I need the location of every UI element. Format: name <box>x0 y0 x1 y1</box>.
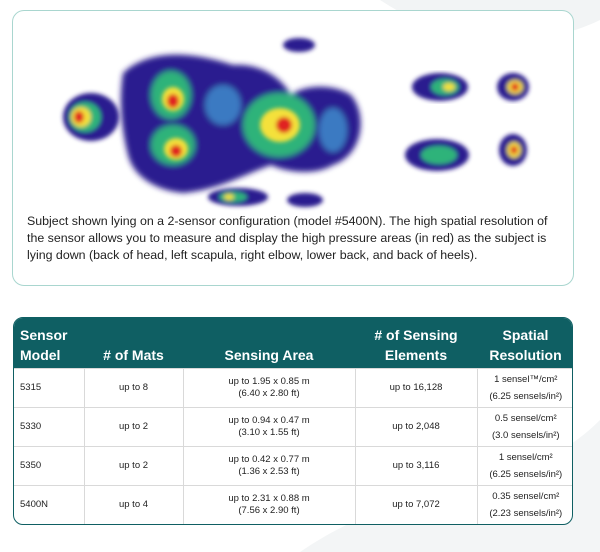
table-header-row: Sensor Model # of Mats Sensing Area # of… <box>14 318 572 368</box>
cell-mats: up to 4 <box>84 484 184 524</box>
cell-model: 5330 <box>14 406 85 446</box>
cell-resolution: 0.5 sensel/cm² (3.0 sensels/in²) <box>477 406 572 446</box>
figure-panel: Subject shown lying on a 2-sensor config… <box>12 10 574 286</box>
table-row: 5315 up to 8 up to 1.95 x 0.85 m (6.40 x … <box>14 367 572 407</box>
header-sensing-area: Sensing Area <box>224 346 314 363</box>
cell-model: 5400N <box>14 484 85 524</box>
sensor-spec-table: Sensor Model # of Mats Sensing Area # of… <box>13 317 573 525</box>
cell-elements: up to 16,128 <box>355 367 478 407</box>
cell-elements: up to 7,072 <box>355 484 478 524</box>
cell-resolution: 1 sensel™/cm² (6.25 sensels/in²) <box>477 367 572 407</box>
cell-mats: up to 8 <box>84 367 184 407</box>
cell-area: up to 0.42 x 0.77 m (1.36 x 2.53 ft) <box>183 445 356 485</box>
cell-mats: up to 2 <box>84 406 184 446</box>
figure-caption: Subject shown lying on a 2-sensor config… <box>27 214 548 262</box>
table-row: 5350 up to 2 up to 0.42 x 0.77 m (1.36 x … <box>14 445 572 485</box>
cell-model: 5350 <box>14 445 85 485</box>
cell-resolution: 0.35 sensel/cm² (2.23 sensels/in²) <box>477 484 572 524</box>
cell-area: up to 0.94 x 0.47 m (3.10 x 1.55 ft) <box>183 406 356 446</box>
pressure-heatmap-image <box>63 38 529 207</box>
cell-area: up to 1.95 x 0.85 m (6.40 x 2.80 ft) <box>183 367 356 407</box>
cell-elements: up to 2,048 <box>355 406 478 446</box>
cell-mats: up to 2 <box>84 445 184 485</box>
cell-area: up to 2.31 x 0.88 m (7.56 x 2.90 ft) <box>183 484 356 524</box>
cell-model: 5315 <box>14 367 85 407</box>
header-sensor-model: Sensor Model <box>20 326 68 363</box>
table-row: 5330 up to 2 up to 0.94 x 0.47 m (3.10 x … <box>14 406 572 446</box>
header-num-mats: # of Mats <box>103 346 164 363</box>
table-row: 5400N up to 4 up to 2.31 x 0.88 m (7.56 x… <box>14 484 572 524</box>
header-spatial-resolution: Spatial Resolution <box>489 326 562 363</box>
cell-resolution: 1 sensel/cm² (6.25 sensels/in²) <box>477 445 572 485</box>
cell-elements: up to 3,116 <box>355 445 478 485</box>
header-sensing-elements: # of Sensing Elements <box>374 326 458 363</box>
